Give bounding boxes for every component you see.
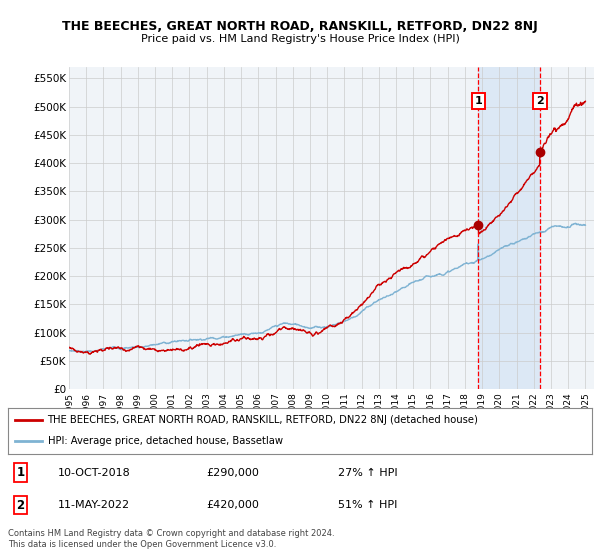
Text: 51% ↑ HPI: 51% ↑ HPI xyxy=(338,500,397,510)
Bar xyxy=(478,67,540,389)
Text: £290,000: £290,000 xyxy=(206,468,259,478)
Text: 2: 2 xyxy=(17,498,25,511)
Text: Contains HM Land Registry data © Crown copyright and database right 2024.
This d: Contains HM Land Registry data © Crown c… xyxy=(8,529,334,549)
Text: 10-OCT-2018: 10-OCT-2018 xyxy=(58,468,130,478)
Text: THE BEECHES, GREAT NORTH ROAD, RANSKILL, RETFORD, DN22 8NJ: THE BEECHES, GREAT NORTH ROAD, RANSKILL,… xyxy=(62,20,538,32)
Text: 1: 1 xyxy=(475,96,482,106)
Text: HPI: Average price, detached house, Bassetlaw: HPI: Average price, detached house, Bass… xyxy=(47,436,283,446)
Text: THE BEECHES, GREAT NORTH ROAD, RANSKILL, RETFORD, DN22 8NJ (detached house): THE BEECHES, GREAT NORTH ROAD, RANSKILL,… xyxy=(47,415,478,425)
Text: 2: 2 xyxy=(536,96,544,106)
Text: 27% ↑ HPI: 27% ↑ HPI xyxy=(338,468,398,478)
Text: £420,000: £420,000 xyxy=(206,500,259,510)
Text: 1: 1 xyxy=(17,466,25,479)
Text: Price paid vs. HM Land Registry's House Price Index (HPI): Price paid vs. HM Land Registry's House … xyxy=(140,34,460,44)
Text: 11-MAY-2022: 11-MAY-2022 xyxy=(58,500,130,510)
